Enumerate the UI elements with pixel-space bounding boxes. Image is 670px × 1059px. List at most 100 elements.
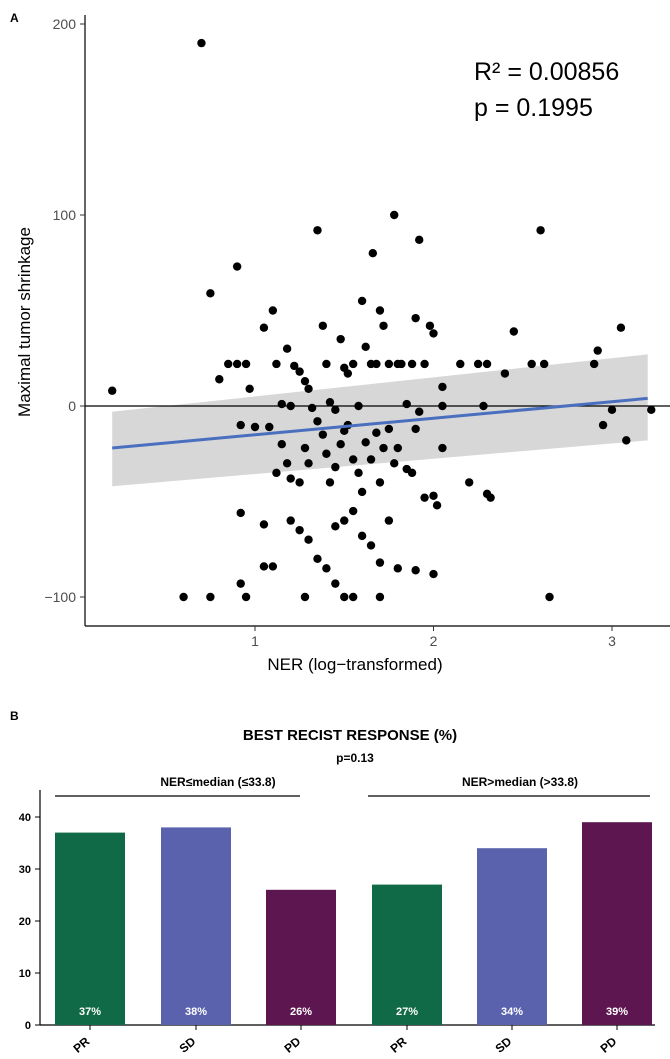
data-point xyxy=(313,554,322,563)
r-squared-annotation: R² = 0.00856 xyxy=(474,58,619,86)
data-point xyxy=(375,558,385,567)
data-point xyxy=(241,592,251,602)
data-point xyxy=(250,422,260,432)
data-point xyxy=(390,459,399,468)
data-point xyxy=(348,506,358,516)
scatter-points xyxy=(108,38,656,602)
data-point xyxy=(206,592,215,602)
data-point xyxy=(479,401,488,411)
data-point xyxy=(393,443,402,453)
data-point xyxy=(304,535,313,544)
data-point xyxy=(407,468,417,478)
bar-pd xyxy=(582,822,652,1025)
category-label: SD xyxy=(493,1034,515,1056)
data-point xyxy=(304,384,313,394)
data-point xyxy=(268,306,278,315)
data-point xyxy=(379,321,388,330)
regression-line xyxy=(112,396,648,450)
category-label: PD xyxy=(282,1034,304,1056)
data-point xyxy=(432,501,442,510)
data-point xyxy=(465,478,474,487)
data-point xyxy=(295,367,304,376)
category-label: SD xyxy=(177,1034,199,1056)
data-point xyxy=(607,405,617,415)
data-point xyxy=(429,569,438,579)
data-point xyxy=(366,455,376,464)
bar-pd xyxy=(266,889,336,1025)
bar-value-label: 34% xyxy=(501,1006,523,1018)
data-point xyxy=(313,417,322,426)
data-point xyxy=(425,321,435,330)
data-point xyxy=(197,38,206,48)
data-point xyxy=(224,359,233,369)
data-point xyxy=(282,459,292,468)
bar-value-label: 27% xyxy=(396,1006,418,1018)
data-point xyxy=(379,443,388,453)
bar-sd xyxy=(161,827,231,1025)
data-point xyxy=(277,399,286,409)
bars: 37% PR 38% SD 26% PD 27% PR 34% SD 39% PD xyxy=(55,822,652,1056)
panel-b-pvalue: p=0.13 xyxy=(336,751,374,765)
data-point xyxy=(593,346,602,355)
data-point xyxy=(622,436,631,445)
data-point xyxy=(539,359,549,369)
data-point xyxy=(411,424,420,434)
bar-pr xyxy=(55,832,125,1025)
data-point xyxy=(415,235,424,245)
data-point xyxy=(304,459,313,468)
data-point xyxy=(325,397,335,407)
y-tick-label-b: 20 xyxy=(19,916,31,928)
confidence-band-group xyxy=(112,354,648,487)
data-point xyxy=(259,562,269,571)
category-label: PR xyxy=(71,1034,93,1056)
y-tick-label-a: 100 xyxy=(53,207,77,223)
data-point xyxy=(282,344,292,353)
category-label: PR xyxy=(388,1034,410,1056)
y-ticks-a: −100 0 100 200 xyxy=(44,16,85,605)
data-point xyxy=(331,405,340,415)
data-point xyxy=(357,487,367,497)
data-point xyxy=(420,359,429,369)
data-point xyxy=(509,327,519,336)
data-point xyxy=(438,382,447,392)
data-point xyxy=(384,359,394,369)
data-point xyxy=(429,491,438,500)
data-point xyxy=(232,262,242,271)
group-label-low: NER≤median (≤33.8) xyxy=(160,775,275,789)
data-point xyxy=(500,369,510,378)
data-point xyxy=(236,420,245,430)
data-point xyxy=(236,508,245,518)
data-point xyxy=(313,226,322,235)
data-point xyxy=(336,440,345,449)
data-point xyxy=(241,359,251,369)
data-point xyxy=(486,493,495,502)
data-point xyxy=(647,405,656,415)
data-point xyxy=(259,323,269,332)
y-tick-label-a: −100 xyxy=(44,589,76,605)
p-value-annotation: p = 0.1995 xyxy=(474,94,593,122)
data-point xyxy=(402,399,411,409)
data-point xyxy=(236,579,245,588)
data-point xyxy=(307,403,317,413)
confidence-band xyxy=(112,354,648,487)
data-point xyxy=(206,289,215,298)
data-point xyxy=(536,226,545,235)
data-point xyxy=(290,361,299,371)
data-point xyxy=(390,210,399,220)
bar-sd xyxy=(477,848,547,1025)
data-point xyxy=(354,401,363,411)
data-point xyxy=(295,525,304,535)
panel-a-label: A xyxy=(10,11,19,25)
data-point xyxy=(340,592,349,602)
data-point xyxy=(361,342,370,351)
data-point xyxy=(322,564,331,573)
data-point xyxy=(272,468,281,478)
data-point xyxy=(429,329,438,338)
data-point xyxy=(318,430,328,439)
bar-value-label: 39% xyxy=(606,1006,628,1018)
data-point xyxy=(375,592,385,602)
data-point xyxy=(361,438,370,447)
bar-value-label: 26% xyxy=(290,1006,312,1018)
panel-b-label: B xyxy=(10,709,19,723)
data-point xyxy=(368,249,378,258)
